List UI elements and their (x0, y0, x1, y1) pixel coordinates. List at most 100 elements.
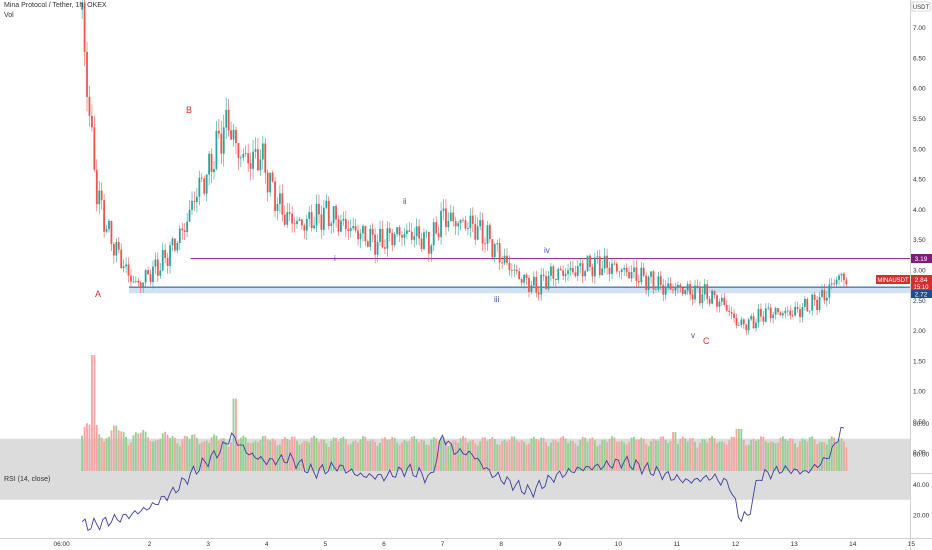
candle-body (144, 270, 147, 283)
volume-bar (552, 439, 555, 471)
candle-body (672, 289, 674, 291)
volume-bar (838, 439, 840, 471)
price-tick-label: 5.50 (913, 116, 926, 123)
volume-bar (98, 434, 101, 471)
candle-body (554, 278, 557, 281)
candle-body (230, 130, 232, 140)
volume-bar (320, 439, 323, 471)
candle-body (579, 263, 582, 267)
candle-body (664, 286, 667, 295)
volume-bar (576, 445, 579, 471)
candle-body (813, 294, 816, 300)
candle-body (630, 271, 633, 279)
candle-body (550, 266, 552, 276)
candle-body (137, 280, 140, 283)
volume-bar (803, 439, 806, 471)
volume-bar (708, 437, 711, 471)
volume-bar (449, 443, 452, 471)
volume-bar (459, 438, 462, 471)
volume-bar (300, 442, 303, 471)
volume-bar (767, 442, 770, 471)
volume-bar (669, 440, 672, 471)
symbol-title[interactable]: Mina Protocol / Tether, 1h, OKEX (4, 2, 107, 9)
volume-bar (237, 439, 240, 471)
volume-bar (833, 437, 836, 471)
volume-bar (181, 439, 184, 471)
candle-body (750, 316, 753, 320)
drawings[interactable] (129, 258, 910, 294)
candle-body (564, 274, 567, 276)
volume-bar (469, 440, 472, 471)
volume-bar (813, 439, 816, 471)
candle-body (235, 129, 237, 144)
candle-body (305, 218, 308, 231)
candle-body (479, 220, 482, 227)
volume-bar (296, 440, 298, 471)
candle-body (191, 201, 193, 210)
volume-bar (608, 438, 611, 471)
volume-bar (310, 437, 313, 471)
volume-bar (623, 442, 626, 471)
price-tick-label: 0.50 (913, 419, 926, 426)
price-tick-label: 3.50 (913, 237, 926, 244)
volume-bar (779, 437, 782, 471)
candle-body (354, 226, 357, 231)
candle-body (659, 276, 662, 285)
price-tick-label: 0.00 (913, 449, 926, 456)
candle-body (755, 322, 757, 329)
volume-bar (752, 438, 755, 471)
candle-body (694, 285, 696, 300)
candle-body (227, 109, 230, 131)
candle-body (330, 223, 333, 227)
volume-bar (740, 428, 743, 471)
price-axis[interactable]: 7.00 6.50 6.00 5.50 5.00 4.50 4.00 3.50 3.00 2.50… (913, 25, 926, 456)
candle-body (740, 319, 743, 325)
candle-body (103, 200, 106, 232)
volume-bar (615, 441, 618, 471)
time-axis[interactable]: 06:00 2 3 4 5 6 7 8 9 10 11 12 13 14 15 (53, 541, 915, 548)
volume-bar (828, 439, 831, 471)
volume-bar (684, 438, 687, 471)
candle-body (149, 274, 152, 283)
volume-bar (340, 438, 342, 471)
volume-bar (313, 435, 315, 471)
volume-bar (696, 447, 699, 471)
candle-body (628, 272, 630, 279)
volume-bar (364, 436, 367, 471)
rsi-axis[interactable]: 80.00 60.00 40.00 20.00 (913, 421, 930, 520)
candle-body (242, 153, 245, 158)
lower-level-tag-text: 2.72 (915, 292, 928, 299)
volume-bar (738, 428, 740, 471)
rsi-legend[interactable]: RSI (14, close) (4, 476, 51, 483)
currency-button[interactable] (911, 1, 931, 12)
volume-bar (467, 442, 469, 471)
candle-body (752, 316, 755, 329)
volume-bar (545, 442, 547, 471)
candle-body (764, 308, 767, 322)
candle-body (843, 273, 845, 281)
volume-bar (642, 438, 645, 471)
volume-bar (393, 437, 396, 471)
volume-bar (730, 436, 733, 471)
volume-bar (720, 441, 723, 471)
volume-bar (254, 440, 257, 471)
candle-body (208, 153, 211, 175)
volume-bar (506, 441, 508, 471)
volume-bar (376, 445, 379, 471)
candle-body (86, 51, 88, 97)
volume-bar (479, 441, 482, 471)
price-tick-label: 5.00 (913, 146, 926, 153)
candle-body (408, 230, 411, 232)
support-zone[interactable] (129, 287, 910, 294)
volume-bar (342, 436, 345, 471)
candle-body (716, 295, 718, 307)
candle-body (181, 228, 184, 231)
candle-body (139, 282, 142, 287)
volume-legend[interactable]: Vol (4, 12, 14, 19)
volume-bar (178, 446, 181, 471)
candle-body (806, 298, 809, 312)
countdown-text: 15:10 (913, 285, 929, 291)
volume-bar (703, 439, 706, 471)
volume-bar (488, 438, 491, 471)
